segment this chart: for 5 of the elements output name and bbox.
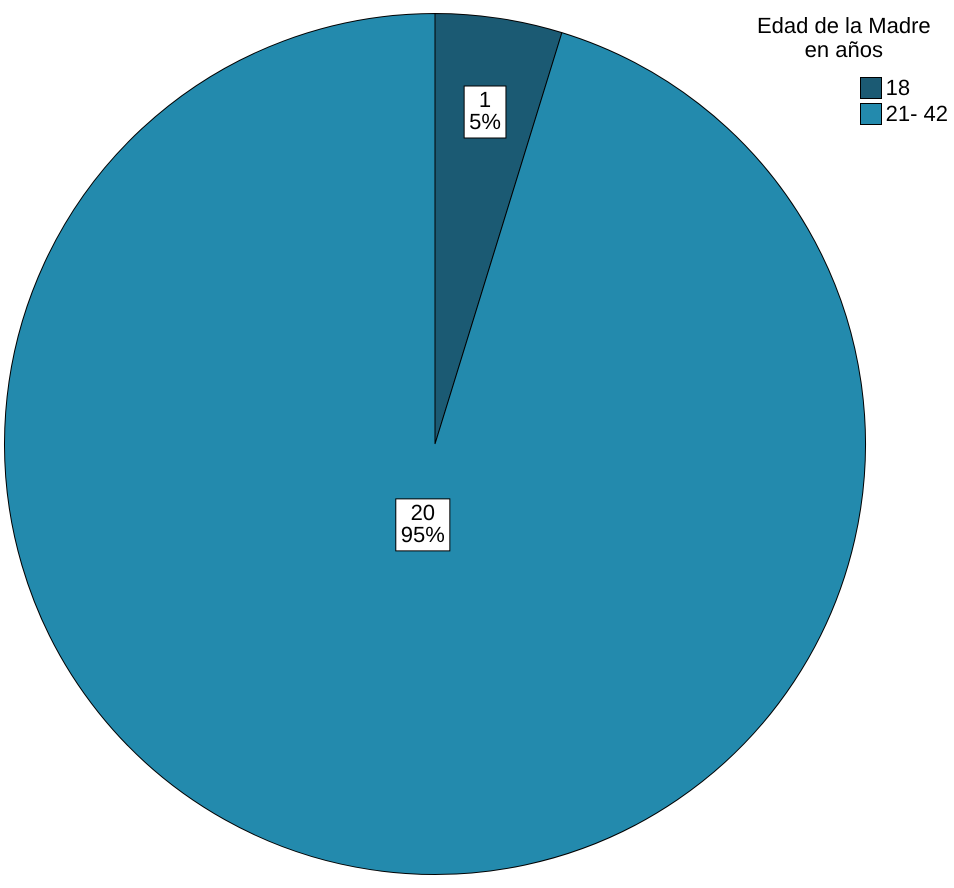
data-label: 1 5% [469, 87, 501, 134]
legend-label: 18 [886, 75, 910, 100]
data-label: 20 95% [400, 500, 445, 547]
legend-title: Edad de la Madre en años [756, 13, 932, 62]
legend-label: 21- 42 [886, 101, 948, 126]
